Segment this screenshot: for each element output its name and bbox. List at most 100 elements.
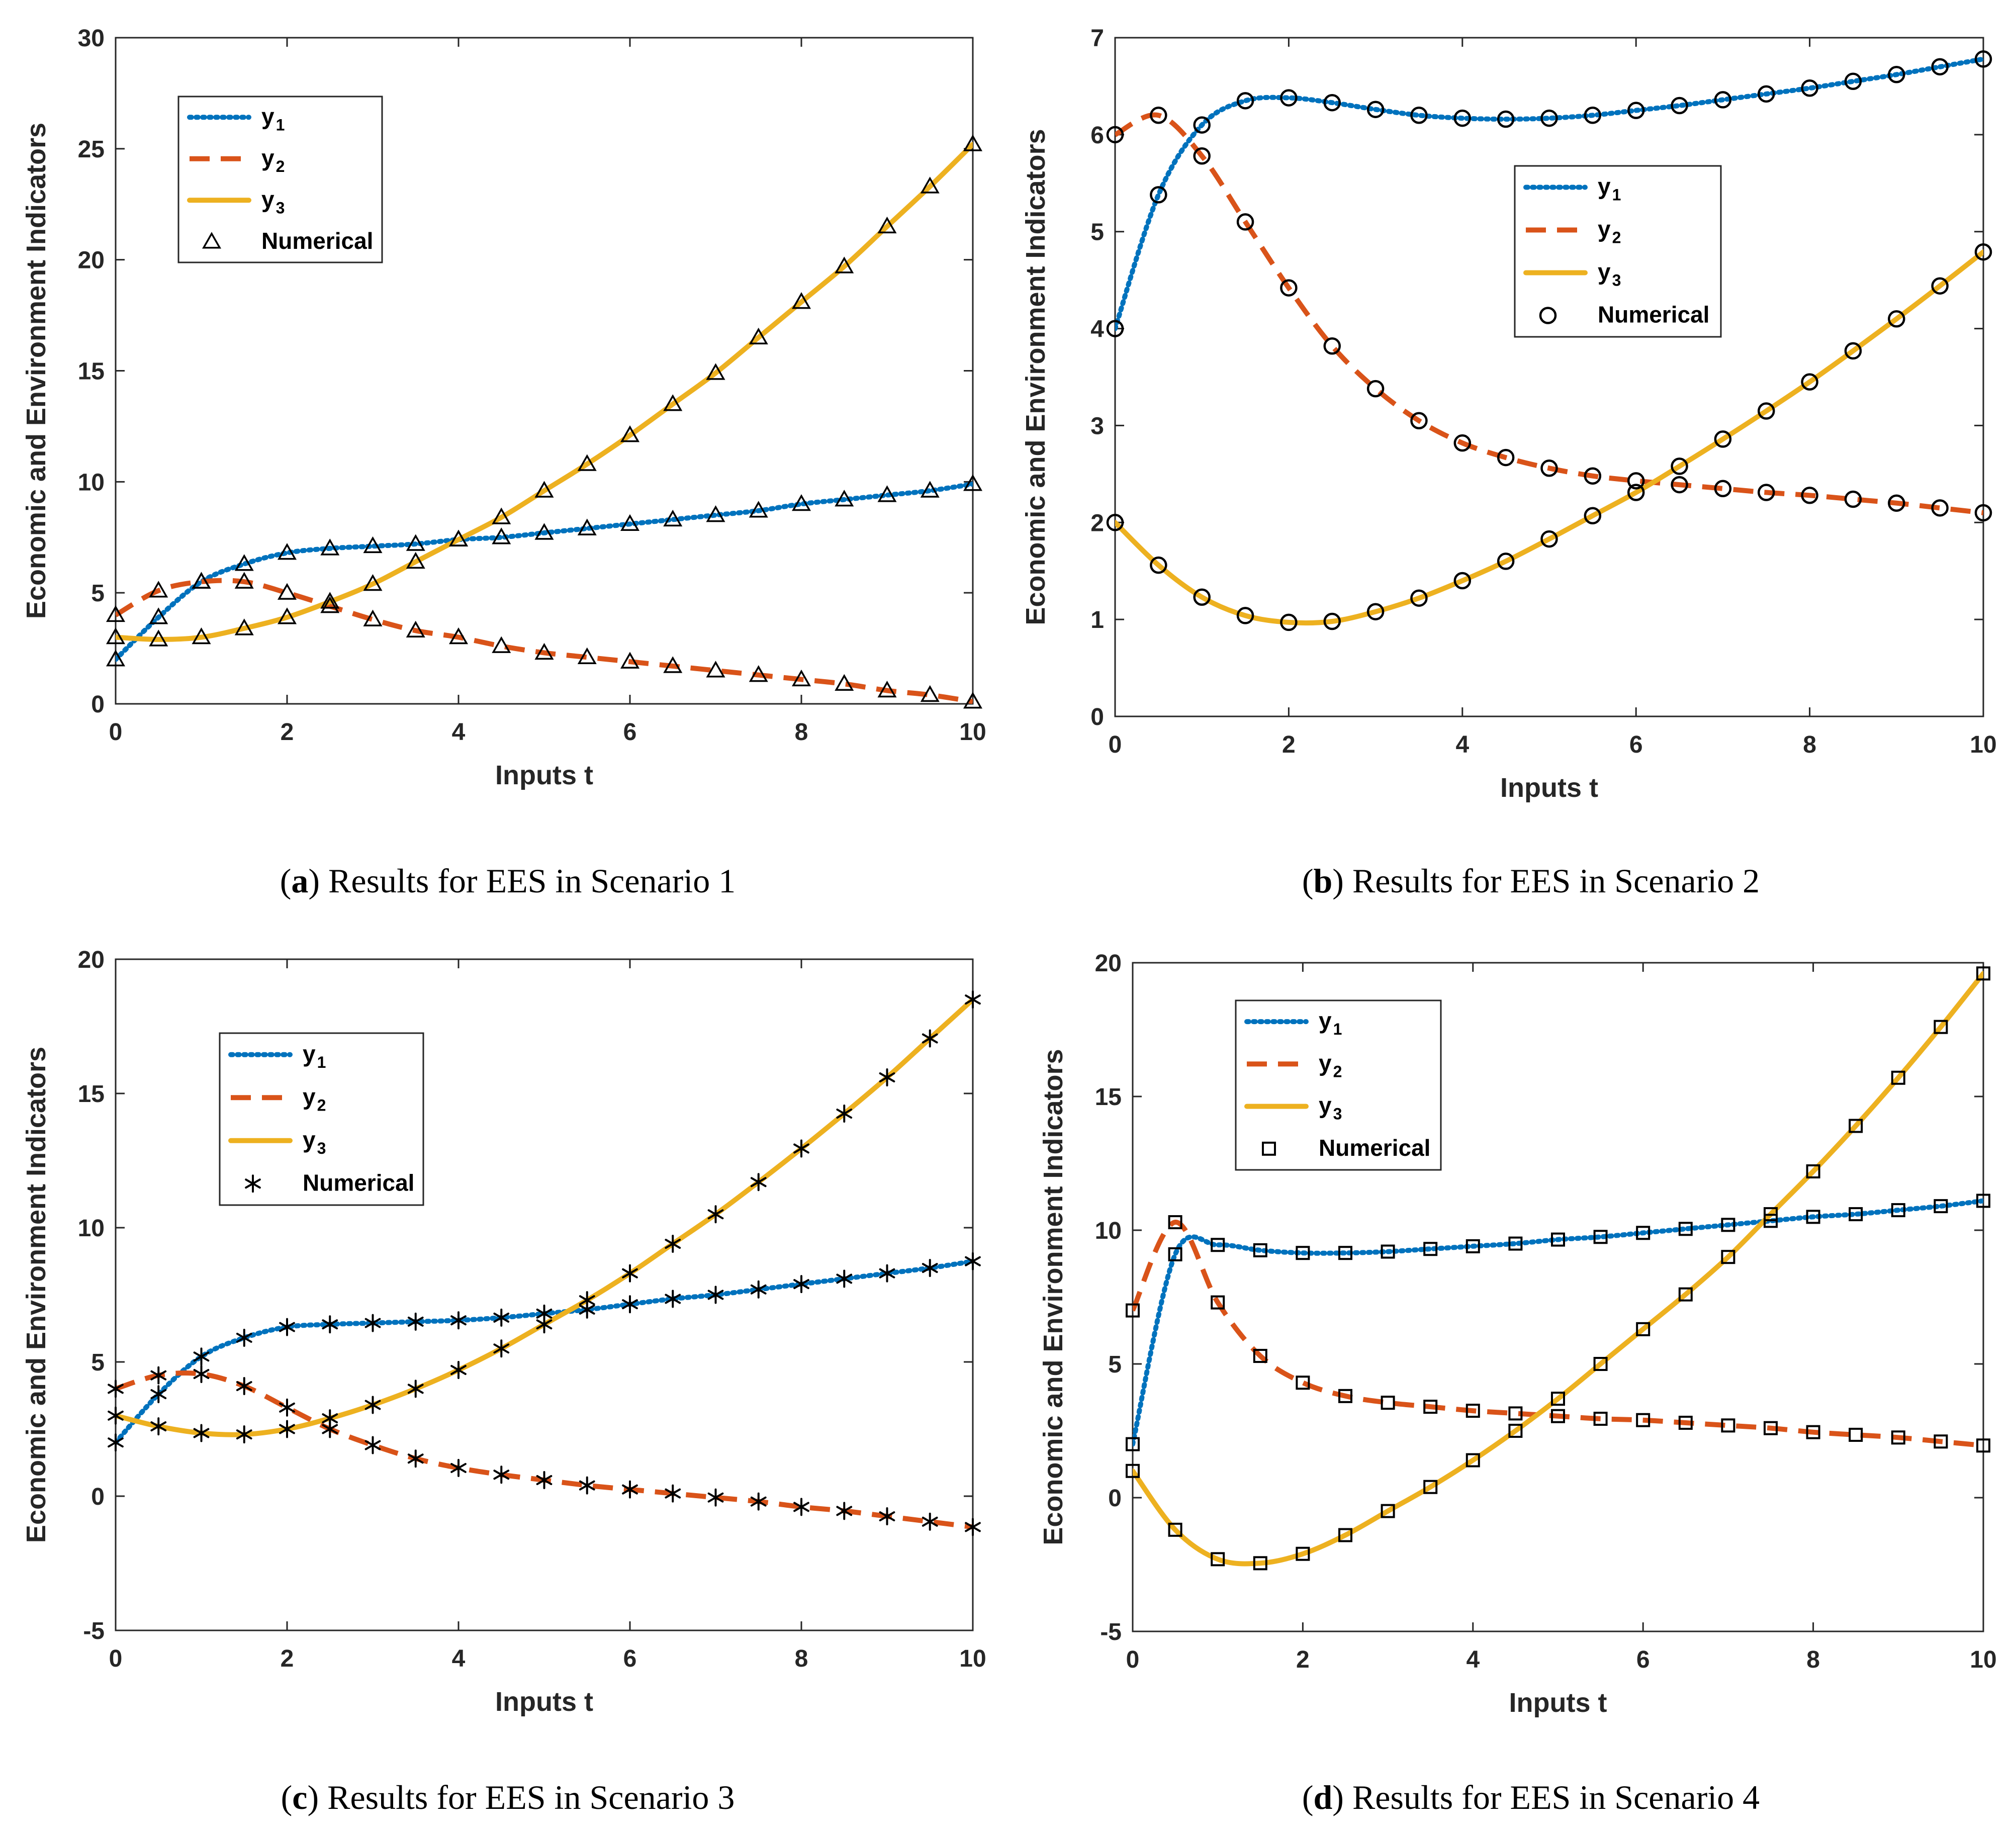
legend-label: y2 bbox=[1598, 216, 1621, 247]
data-point-marker bbox=[1636, 1322, 1651, 1336]
legend-box bbox=[1235, 999, 1442, 1171]
data-point-marker bbox=[1636, 1226, 1651, 1240]
asterisk-stroke bbox=[279, 1402, 295, 1413]
y-tick-label: 10 bbox=[78, 1215, 105, 1242]
legend-label-subscript: 1 bbox=[1612, 186, 1621, 204]
asterisk-stroke bbox=[622, 1268, 638, 1278]
asterisk-stroke bbox=[793, 1143, 809, 1154]
data-point-marker bbox=[877, 216, 897, 234]
data-point-marker bbox=[663, 509, 683, 527]
legend-label-subscript: 3 bbox=[1333, 1105, 1342, 1123]
asterisk-stroke bbox=[707, 1290, 724, 1300]
asterisk-stroke bbox=[536, 1319, 553, 1330]
legend-label-subscript: 2 bbox=[1333, 1062, 1342, 1080]
series-line-y2 bbox=[116, 578, 973, 704]
data-point-marker bbox=[1296, 1376, 1310, 1390]
data-point-marker bbox=[1976, 1194, 1990, 1208]
data-point-marker bbox=[750, 1280, 767, 1299]
data-point-marker bbox=[1714, 91, 1732, 109]
data-point-marker bbox=[579, 1291, 595, 1310]
data-point-marker bbox=[1338, 1246, 1352, 1260]
data-point-marker bbox=[1150, 107, 1167, 124]
data-point-marker bbox=[1806, 1210, 1820, 1224]
legend-label: y3 bbox=[303, 1127, 326, 1157]
legend-label-subscript: 3 bbox=[276, 199, 285, 217]
series-line-y3 bbox=[1133, 971, 1983, 1567]
data-point-marker bbox=[1410, 412, 1428, 430]
data-point-marker bbox=[1338, 1528, 1352, 1542]
asterisk-stroke bbox=[836, 1109, 853, 1119]
data-point-marker bbox=[1465, 1239, 1480, 1253]
series-markers-y1 bbox=[1106, 50, 1992, 337]
data-point-marker bbox=[663, 656, 683, 673]
data-point-marker bbox=[234, 572, 254, 589]
data-point-marker bbox=[879, 1068, 895, 1086]
data-point-marker bbox=[320, 592, 340, 609]
data-point-marker bbox=[1338, 1389, 1352, 1403]
asterisk-stroke bbox=[707, 1492, 724, 1503]
data-point-marker bbox=[793, 1275, 809, 1294]
series-line-y2 bbox=[1115, 112, 1983, 515]
series-markers-y1 bbox=[108, 1252, 981, 1452]
data-point-marker bbox=[149, 629, 168, 647]
x-tick-label: 4 bbox=[452, 719, 466, 746]
data-point-marker bbox=[1497, 553, 1515, 570]
y-tick-label: 10 bbox=[1095, 1218, 1122, 1244]
asterisk-stroke bbox=[536, 1308, 553, 1319]
asterisk-stroke bbox=[150, 1370, 167, 1381]
data-point-marker bbox=[1193, 116, 1211, 134]
data-point-marker bbox=[1849, 1119, 1863, 1133]
asterisk-stroke bbox=[922, 1263, 938, 1273]
data-point-marker bbox=[1539, 307, 1557, 324]
x-tick-label: 6 bbox=[623, 719, 637, 746]
asterisk-stroke bbox=[836, 1273, 853, 1284]
asterisk-stroke bbox=[322, 1413, 338, 1424]
asterisk-stroke bbox=[493, 1343, 510, 1354]
data-point-marker bbox=[277, 543, 297, 560]
x-axis-label: Inputs t bbox=[1509, 1688, 1607, 1718]
data-point-marker bbox=[450, 1311, 467, 1330]
x-tick-label: 2 bbox=[1296, 1646, 1310, 1673]
data-point-marker bbox=[320, 596, 340, 613]
asterisk-stroke bbox=[236, 1332, 252, 1343]
data-point-marker bbox=[1934, 1199, 1948, 1214]
data-point-marker bbox=[492, 636, 511, 653]
legend-label-main: y bbox=[303, 1041, 316, 1067]
data-point-marker bbox=[320, 538, 340, 556]
panel-caption: (b) Results for EES in Scenario 2 bbox=[1302, 862, 1760, 900]
data-point-marker bbox=[1931, 499, 1949, 517]
data-point-marker bbox=[1671, 476, 1688, 494]
asterisk-stroke bbox=[622, 1484, 638, 1495]
data-point-marker bbox=[493, 1308, 510, 1327]
legend-label-main: y bbox=[303, 1127, 316, 1153]
caption-letter: d bbox=[1313, 1778, 1332, 1816]
data-point-marker bbox=[1974, 243, 1992, 261]
data-point-marker bbox=[1849, 1427, 1863, 1442]
data-point-marker bbox=[192, 627, 211, 645]
legend-label-main: y bbox=[303, 1083, 316, 1110]
data-point-marker bbox=[1888, 66, 1905, 83]
data-point-marker bbox=[1671, 97, 1688, 115]
data-point-marker bbox=[1253, 1349, 1267, 1363]
data-point-marker bbox=[1721, 1418, 1735, 1433]
y-axis-label: Economic and Environment Indicators bbox=[21, 123, 51, 619]
data-point-marker bbox=[1280, 613, 1298, 631]
chart-panel-b: 0 2 4 6 8 10 0 1 2 3 4 5 6 7 Inputs t Economic and Envi… bbox=[1021, 25, 1997, 900]
legend-label-subscript: 2 bbox=[317, 1096, 326, 1114]
data-point-marker bbox=[1150, 186, 1167, 204]
data-point-marker bbox=[663, 394, 683, 411]
data-point-marker bbox=[1381, 1244, 1395, 1259]
asterisk-stroke bbox=[364, 1400, 381, 1410]
x-tick-label: 8 bbox=[1803, 731, 1816, 758]
data-point-marker bbox=[877, 680, 897, 698]
data-point-marker bbox=[1126, 1437, 1140, 1451]
data-point-marker bbox=[1627, 102, 1645, 119]
caption-letter: b bbox=[1313, 862, 1332, 900]
asterisk-stroke bbox=[665, 1488, 681, 1499]
data-point-marker bbox=[1381, 1396, 1395, 1410]
asterisk-stroke bbox=[879, 1072, 895, 1082]
data-point-marker bbox=[1465, 1404, 1480, 1418]
series-markers-y2 bbox=[1106, 107, 1992, 522]
